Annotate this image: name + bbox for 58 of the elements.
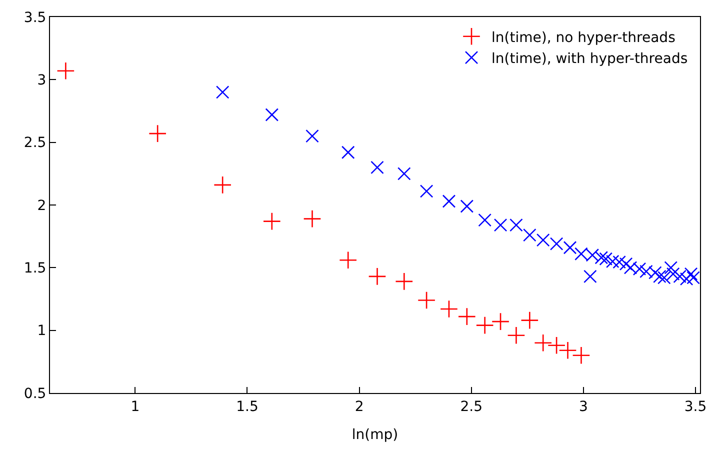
point <box>339 251 358 270</box>
y-tick-label: 3 <box>37 72 46 89</box>
point <box>56 62 75 80</box>
point <box>657 271 671 284</box>
x-tick-label: 1 <box>130 398 140 415</box>
point <box>680 272 694 286</box>
y-tick-label: 1.5 <box>24 260 46 277</box>
point <box>262 212 281 230</box>
y-tick-label: 1 <box>37 323 46 340</box>
point <box>148 124 167 143</box>
point <box>478 213 492 227</box>
point <box>491 312 510 331</box>
point <box>510 218 523 232</box>
point <box>494 218 508 232</box>
legend-label: ln(time), with hyper-threads <box>492 51 688 68</box>
point <box>442 194 456 208</box>
point <box>594 250 608 264</box>
point <box>440 300 458 318</box>
point <box>214 176 232 194</box>
point <box>476 316 494 334</box>
point <box>584 270 597 284</box>
point <box>303 210 322 228</box>
point <box>420 184 434 198</box>
point <box>558 341 577 360</box>
point <box>368 267 386 286</box>
y-tick-label: 2.5 <box>24 135 46 152</box>
point <box>599 252 613 266</box>
legend-label: ln(time), no hyper-threads <box>492 30 676 46</box>
x-tick-label: 2.5 <box>460 398 483 415</box>
x-tick-label: 3 <box>578 398 588 415</box>
point <box>572 346 590 364</box>
point <box>370 160 384 174</box>
x-tick-label: 2 <box>354 398 364 415</box>
point <box>523 228 536 242</box>
y-tick-label: 2 <box>37 198 46 214</box>
point <box>520 311 539 330</box>
point <box>664 261 678 274</box>
point <box>418 291 436 310</box>
point <box>548 336 566 354</box>
y-tick-label: 3.5 <box>24 10 46 26</box>
point <box>265 108 279 122</box>
y-tick-label: 0.5 <box>24 386 46 402</box>
point <box>395 272 414 290</box>
point <box>460 200 474 213</box>
point <box>612 255 626 269</box>
point <box>306 129 319 143</box>
point <box>534 334 552 352</box>
point <box>507 326 526 344</box>
x-tick-label: 1.5 <box>236 398 258 415</box>
x-tick-label: 3.5 <box>684 398 707 415</box>
point <box>550 237 564 250</box>
x-axis-title: ln(mp) <box>352 427 398 444</box>
point <box>536 233 550 247</box>
point <box>458 308 476 326</box>
point <box>341 146 355 160</box>
point <box>563 240 577 254</box>
point <box>216 86 230 99</box>
point <box>397 167 411 180</box>
